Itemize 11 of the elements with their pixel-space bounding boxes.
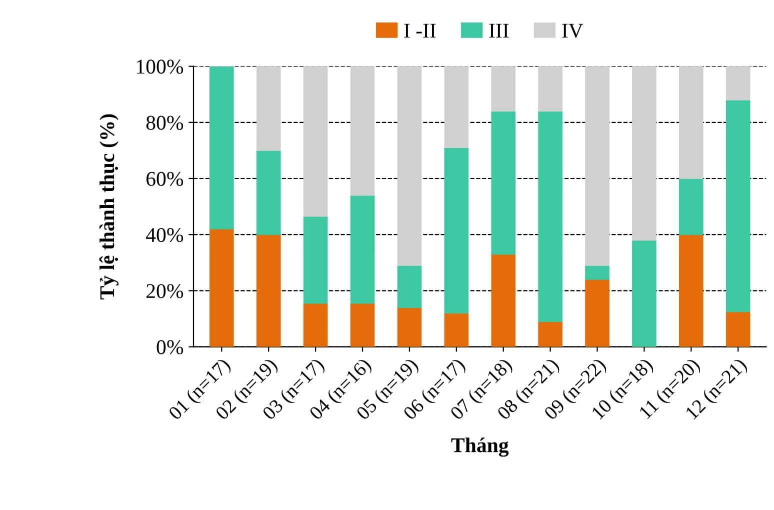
y-tick-label: 80% <box>146 116 184 130</box>
y-tick-label: 100% <box>137 60 184 74</box>
y-tick-label: 60% <box>146 172 184 186</box>
y-tick-label: 20% <box>146 284 184 298</box>
y-tick-label: 0% <box>156 340 184 354</box>
legend-label: I -II <box>404 24 436 38</box>
y-tick-label: 40% <box>146 228 184 242</box>
y-axis-title: Tỷ lệ thành thục (%) <box>99 114 119 300</box>
x-axis-title: Tháng <box>451 438 509 457</box>
legend-label: III <box>489 24 509 38</box>
legend-label: IV <box>562 24 584 38</box>
